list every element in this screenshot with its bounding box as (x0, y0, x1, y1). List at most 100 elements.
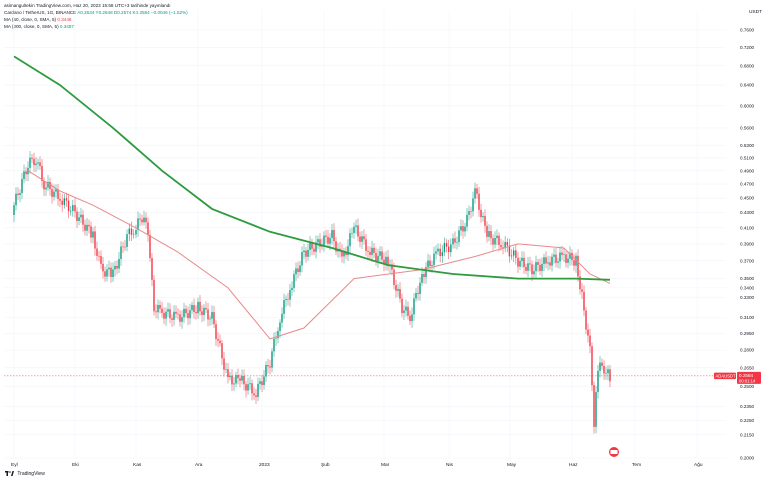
candle-body (549, 262, 551, 266)
candle-body (197, 301, 199, 314)
candle-body (15, 193, 17, 206)
y-tick-label: 0.3300 (740, 295, 754, 300)
candle-body (215, 324, 217, 339)
candle-body (585, 310, 587, 330)
price-tag-countdown: 00:01:14 (739, 378, 756, 383)
time-axis: Eyl Eki Kas Ara 2023 Şub Mar Nis May Haz Tem Ağu (11, 462, 703, 468)
candle-body (311, 242, 313, 249)
candle-body (351, 232, 353, 234)
candle-body (427, 260, 429, 268)
candle-body (211, 312, 213, 319)
x-tick-label: Kas (133, 462, 142, 468)
candle-body (353, 226, 355, 233)
candle-body (387, 256, 389, 267)
ma200-label: MA (200, close, 0, SMA, 5) (4, 24, 59, 29)
x-tick-label: Eyl (11, 462, 18, 468)
candle-body (519, 261, 521, 267)
candle-body (565, 254, 567, 263)
candle-body (349, 233, 351, 247)
candle-body (265, 365, 267, 377)
candle-body (145, 217, 147, 223)
y-tick-label: 0.4500 (740, 196, 754, 201)
candle-body (373, 247, 375, 253)
candle-body (104, 271, 106, 277)
candle-body (92, 231, 94, 238)
candle-body (603, 366, 605, 374)
candle-body (163, 312, 165, 319)
candle-body (591, 346, 593, 386)
candle-body (468, 211, 470, 215)
candle-body (464, 226, 466, 232)
y-tick-label: 0.5300 (740, 143, 754, 148)
tradingview-footer: TradingView (5, 471, 45, 477)
flag-icon[interactable] (609, 447, 619, 457)
x-tick-label: Ağu (694, 462, 703, 468)
candle-body (86, 224, 88, 231)
candle-body (112, 269, 114, 278)
candle-body (114, 265, 116, 270)
candle-body (450, 244, 452, 253)
candle-body (577, 255, 579, 277)
candle-body (399, 288, 401, 299)
candle-body (305, 250, 307, 257)
candle-body (225, 369, 227, 370)
candle-body (57, 189, 59, 199)
candle-body (283, 300, 285, 314)
candle-body (143, 217, 145, 223)
candle-body (553, 254, 555, 257)
candle-body (263, 376, 265, 386)
candle-body (277, 330, 279, 339)
candle-body (581, 289, 583, 292)
x-tick-label: 2023 (259, 462, 270, 468)
ma200-legend: MA (200, close, 0, SMA, 5) 0.3487 (4, 24, 74, 30)
symbol-line: Cardano / TetherUS, 1G, BINANCE A0.2634 … (4, 10, 188, 16)
candle-body (175, 311, 177, 314)
y-tick-label: 0.7600 (740, 28, 754, 33)
candle-body (133, 234, 135, 235)
candle-body (183, 308, 185, 318)
candle-body (78, 217, 80, 221)
candle-body (375, 252, 377, 261)
candle-body (601, 362, 603, 367)
candle-body (563, 254, 565, 255)
candle-body (595, 392, 597, 427)
candle-body (537, 262, 539, 265)
candle-body (327, 236, 329, 244)
candle-body (47, 181, 49, 188)
y-tick-label: 0.2000 (740, 456, 754, 461)
y-tick-label: 0.4700 (740, 182, 754, 187)
candle-body (547, 262, 549, 264)
candle-body (153, 279, 155, 312)
candle-body (65, 198, 68, 201)
candle-body (273, 338, 275, 352)
candle-body (543, 257, 545, 264)
candle-body (122, 246, 124, 248)
candle-body (409, 315, 411, 322)
candle-body (106, 269, 108, 277)
candle-body (293, 274, 295, 288)
candle-body (45, 187, 47, 190)
candle-body (241, 375, 243, 381)
candle-body (607, 369, 609, 374)
candle-body (287, 298, 289, 300)
candle-body (486, 225, 488, 237)
candle-body (130, 228, 133, 235)
candle-body (37, 162, 39, 164)
ma50-value: 0.3448 (57, 17, 72, 22)
candle-body (96, 248, 98, 256)
candle-body (496, 235, 498, 238)
candle-body (229, 375, 231, 378)
candle-body (108, 267, 110, 270)
candle-body (569, 252, 571, 259)
candle-body (199, 301, 201, 312)
ma200-value: 0.3487 (59, 24, 74, 29)
candle-body (267, 365, 269, 367)
candle-body (295, 268, 297, 275)
y-tick-label: 0.5100 (740, 155, 754, 160)
candle-body (331, 230, 333, 238)
candle-body (74, 205, 76, 212)
candle-body (213, 312, 215, 325)
candle-body (147, 222, 149, 235)
candle-body (478, 193, 480, 210)
